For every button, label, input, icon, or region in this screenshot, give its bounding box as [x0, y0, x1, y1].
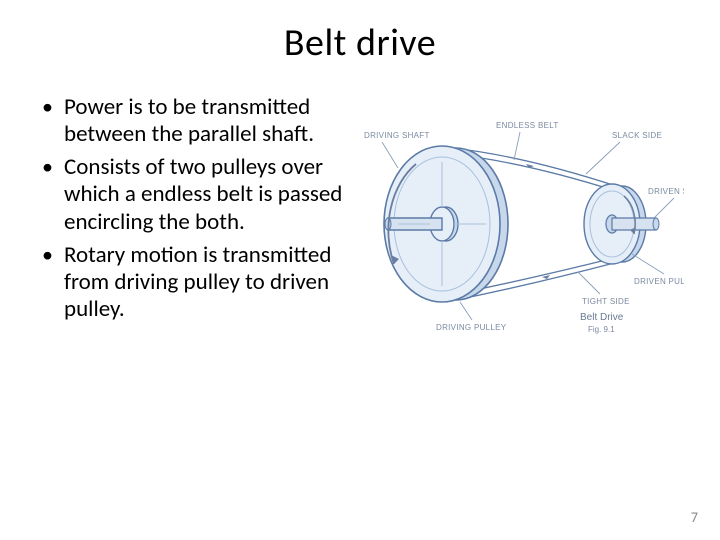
slide: Belt drive Power is to be transmitted be…: [0, 0, 720, 540]
label-driven-pulley: DRIVEN PULLEY: [634, 277, 684, 286]
label-driving-shaft: DRIVING SHAFT: [364, 131, 430, 140]
content-row: Power is to be transmitted between the p…: [36, 94, 684, 344]
belt-drive-figure: DRIVING SHAFT ENDLESS BELT SLACK SIDE DR…: [364, 114, 684, 344]
figure-subcaption: Fig. 9.1: [588, 325, 615, 334]
figure-caption: Belt Drive: [580, 312, 624, 323]
bullet-list: Power is to be transmitted between the p…: [36, 94, 356, 329]
label-slack-side: SLACK SIDE: [612, 131, 662, 140]
bullet-item: Rotary motion is transmitted from drivin…: [64, 242, 356, 323]
page-number: 7: [691, 509, 698, 526]
bullet-item: Consists of two pulleys over which a end…: [64, 154, 356, 235]
label-driven-shaft: DRIVEN SHAFT: [648, 187, 684, 196]
bullet-item: Power is to be transmitted between the p…: [64, 94, 356, 148]
belt-drive-svg: DRIVING SHAFT ENDLESS BELT SLACK SIDE DR…: [364, 114, 684, 344]
label-endless-belt: ENDLESS BELT: [496, 121, 559, 130]
label-driving-pulley: DRIVING PULLEY: [436, 323, 507, 332]
slide-title: Belt drive: [36, 20, 684, 66]
label-tight-side: TIGHT SIDE: [582, 297, 630, 306]
